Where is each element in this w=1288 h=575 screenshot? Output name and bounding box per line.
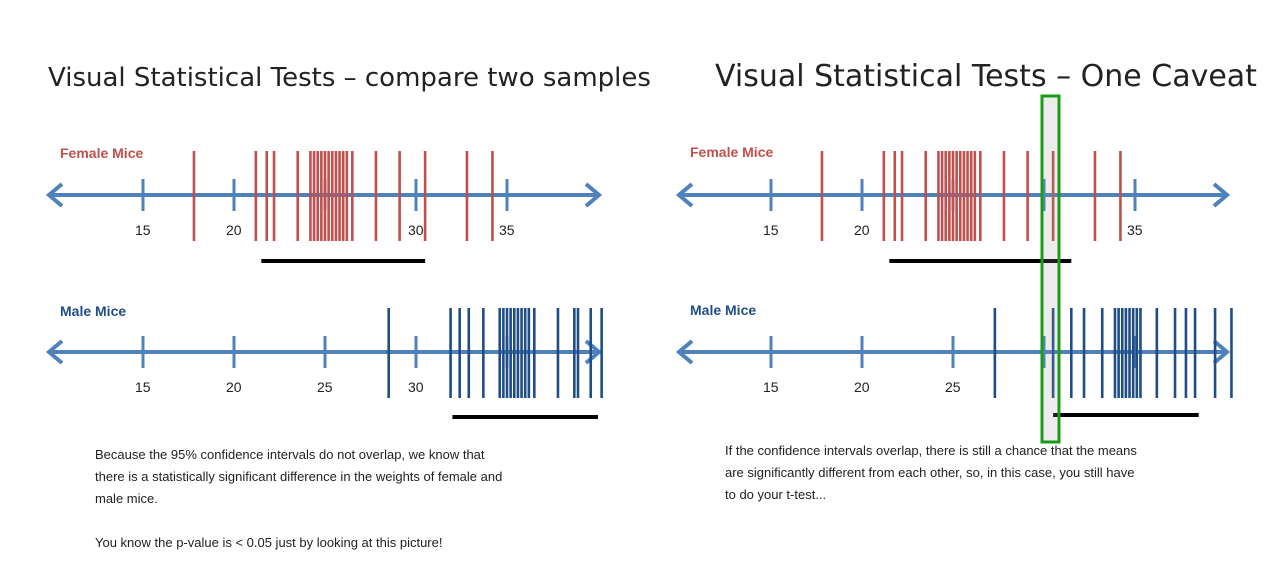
- tick-label: 15: [763, 379, 779, 395]
- right-female-label: Female Mice: [690, 144, 773, 160]
- right-title: Visual Statistical Tests – One Caveat: [715, 59, 1257, 94]
- tick-label: 25: [317, 379, 333, 395]
- overlap-highlight-box: [1040, 94, 1061, 444]
- axis-arrow-right-icon: [1212, 339, 1231, 365]
- left-caption-line: Because the 95% confidence intervals do …: [95, 447, 485, 462]
- left-male-plot: 15 20 25 30: [45, 308, 603, 419]
- left-female-plot: 15 20 30 35: [45, 151, 603, 263]
- tick-label: 35: [1127, 222, 1143, 238]
- tick-label: 35: [499, 222, 515, 238]
- axis-arrow-left-icon: [45, 182, 64, 208]
- axis-arrow-right-icon: [1212, 182, 1231, 208]
- axis-arrow-right-icon: [584, 182, 603, 208]
- left-caption-line: male mice.: [95, 491, 158, 506]
- tick-label: 15: [763, 222, 779, 238]
- axis-arrow-left-icon: [675, 182, 694, 208]
- tick-label: 25: [945, 379, 961, 395]
- axis-arrow-left-icon: [675, 339, 694, 365]
- right-caption-line: to do your t-test...: [725, 487, 827, 502]
- tick-label: 20: [854, 379, 870, 395]
- tick-label: 30: [408, 222, 424, 238]
- left-male-label: Male Mice: [60, 303, 126, 319]
- right-male-label: Male Mice: [690, 302, 756, 318]
- tick-label: 20: [226, 379, 242, 395]
- left-caption-line: there is a statistically significant dif…: [95, 469, 503, 484]
- right-male-plot: 15 20 25: [675, 308, 1233, 417]
- right-female-plot: 15 20 35: [675, 151, 1231, 263]
- tick-label: 30: [408, 379, 424, 395]
- left-female-label: Female Mice: [60, 145, 143, 161]
- tick-label: 15: [135, 222, 151, 238]
- right-caption: If the confidence intervals overlap, the…: [725, 440, 1245, 506]
- right-caption-line: If the confidence intervals overlap, the…: [725, 443, 1137, 458]
- left-caption: Because the 95% confidence intervals do …: [95, 444, 615, 554]
- right-caption-line: are significantly different from each ot…: [725, 465, 1135, 480]
- axis-arrow-left-icon: [45, 339, 64, 365]
- tick-label: 20: [226, 222, 242, 238]
- tick-label: 15: [135, 379, 151, 395]
- tick-label: 20: [854, 222, 870, 238]
- left-caption-conclusion: You know the p-value is < 0.05 just by l…: [95, 535, 443, 550]
- left-title: Visual Statistical Tests – compare two s…: [48, 63, 651, 93]
